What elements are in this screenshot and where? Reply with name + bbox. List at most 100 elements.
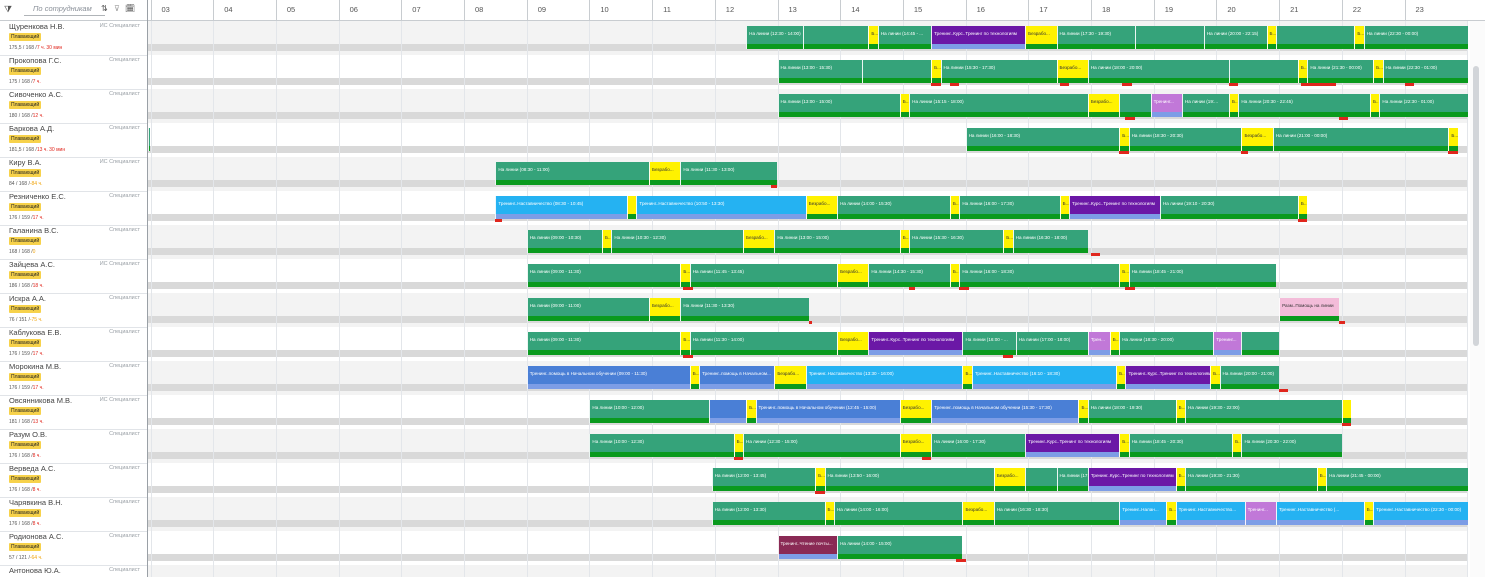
shift-segment-brk[interactable]: Б...: [1119, 128, 1129, 151]
shift-segment-trn[interactable]: Тренинг..Курс..Тренинг по технологиям: [931, 26, 1026, 49]
shift-segment-line[interactable]: На линии (18:30 - 20:00): [1119, 332, 1214, 355]
shift-segment-men[interactable]: Тренинг..Наставничество (...: [1275, 502, 1364, 525]
shift-segment-line[interactable]: На линии (09:00 - 11:00): [526, 298, 649, 321]
shift-segment-brk[interactable]: Б...: [1003, 230, 1013, 253]
shift-segment-brk[interactable]: Б...: [949, 196, 960, 219]
employee-row[interactable]: Щуренкова Н.В. ИС Специалист Плавающий 175,…: [0, 21, 147, 56]
shift-segment-brk[interactable]: Б...: [1232, 434, 1242, 457]
shift-segment-brk[interactable]: Б...: [680, 264, 690, 287]
employee-name[interactable]: Галанина В.С.: [9, 226, 59, 235]
filter-icon[interactable]: ⧩: [4, 4, 13, 14]
shift-segment-brk[interactable]: Б...: [1078, 400, 1088, 423]
shift-segment-brk[interactable]: Безрабо...: [993, 468, 1026, 491]
shift-segment-line[interactable]: На линии (09:00 - 10:30): [526, 230, 602, 253]
shift-segment-brk[interactable]: Б...: [1228, 94, 1239, 117]
shift-segment-brk[interactable]: Б...: [1119, 434, 1129, 457]
shift-segment-line[interactable]: На линии (14:45 - ...: [877, 26, 932, 49]
shift-segment-trn[interactable]: Тренинг..Курс..Тренинг по технологиям: [1125, 366, 1211, 389]
shift-segment-brk[interactable]: Безрабо...: [1241, 128, 1273, 151]
shift-segment-brk[interactable]: Б...: [1175, 468, 1186, 491]
shift-segment-hlp[interactable]: Тренинг..помощь в Начальном обучении (12…: [755, 400, 900, 423]
shift-segment-men[interactable]: Тренинг..Наставничество (22:30 - 00:00): [1373, 502, 1468, 525]
shift-segment-line[interactable]: На линии (16:30 - 18:00): [1012, 230, 1088, 253]
employee-row[interactable]: Галанина В.С. Специалист Плавающий 168 / 16…: [0, 225, 147, 260]
shift-segment-line[interactable]: [1134, 26, 1204, 49]
employee-row[interactable]: Каблукова Е.В. Специалист Плавающий 176 / 1…: [0, 327, 147, 362]
shift-segment-line[interactable]: На линии (20:00 - 22:15): [1203, 26, 1267, 49]
shift-segment-line[interactable]: На линии (13:00 - 15:00): [774, 230, 900, 253]
shift-segment-line[interactable]: На линии (15:30 - 16:30): [909, 230, 1004, 253]
shift-segment-brk[interactable]: Безрабо...: [1025, 26, 1057, 49]
scrollbar-thumb[interactable]: [1473, 66, 1479, 346]
employee-row[interactable]: Зайцева А.С. ИС Специалист Плавающий 186 / …: [0, 259, 147, 294]
shift-segment-line[interactable]: На линии (19:30 - 21:30): [1185, 468, 1317, 491]
shift-segment-line[interactable]: На линии (16:00 - 17:30): [959, 196, 1060, 219]
shift-segment-line[interactable]: На линии (16:00 - 18:30): [959, 264, 1120, 287]
shift-segment-line[interactable]: На линии (20:00 - 21:00): [1219, 366, 1280, 389]
shift-segment-men[interactable]: Тренинг..Наставничество (08:30 - 10:45): [495, 196, 627, 219]
shift-segment-brk[interactable]: Безрабо...: [837, 332, 869, 355]
employee-name[interactable]: Резниченко Е.С.: [9, 192, 66, 201]
shift-segment-line[interactable]: На линии (18:30 - 20:30): [1128, 128, 1242, 151]
employee-name[interactable]: Морокина М.В.: [9, 362, 62, 371]
employee-row[interactable]: Сивоченко А.С. Специалист Плавающий 180 / 1…: [0, 89, 147, 124]
shift-segment-brk[interactable]: Б...: [868, 26, 878, 49]
shift-segment-brk[interactable]: Безрабо...: [899, 400, 932, 423]
employee-name[interactable]: Каблукова Е.В.: [9, 328, 62, 337]
shift-segment-line[interactable]: На линии (16:00 - 17:30): [931, 434, 1026, 457]
shift-segment-pnk[interactable]: Разм..Помощь на линии: [1279, 298, 1339, 321]
shift-segment-line[interactable]: На линии (14:00 - 15:30): [837, 196, 950, 219]
shift-segment-line[interactable]: На линии (19:30 - 22:00): [1185, 400, 1342, 423]
shift-segment-brk[interactable]: [627, 196, 637, 219]
shift-segment-men[interactable]: Тренинг..Налан...: [1119, 502, 1167, 525]
shift-segment-brk[interactable]: Б...: [601, 230, 612, 253]
shift-segment-line[interactable]: На линии (20:30 - 22:45): [1238, 94, 1370, 117]
shift-segment-hlp[interactable]: Тренинг..помощь в Начальном обучении (09…: [526, 366, 690, 389]
shift-segment-brk[interactable]: Б...: [1354, 26, 1364, 49]
shift-segment-brk[interactable]: Безрабо...: [1087, 94, 1120, 117]
shift-segment-trn[interactable]: Тренинг..Курс..Тренинг по технологиям: [1069, 196, 1160, 219]
shift-segment-mar[interactable]: Тренинг..Чтение почты...: [777, 536, 838, 559]
employee-name[interactable]: Чарявкина В.Н.: [9, 498, 63, 507]
shift-segment-brk[interactable]: Б...: [1059, 196, 1070, 219]
employee-row[interactable]: Верведа А.С. Специалист Плавающий 176 / 168…: [0, 463, 147, 498]
shift-segment-line[interactable]: [1119, 94, 1151, 117]
employee-row[interactable]: Баркова А.Д. Специалист Плавающий 181,5 / 1…: [0, 123, 147, 158]
shift-segment-brk[interactable]: Безрабо...: [648, 298, 681, 321]
employee-name[interactable]: Сивоченко А.С.: [9, 90, 63, 99]
shift-segment-line[interactable]: На линии (11:45 - 13:45): [689, 264, 838, 287]
shift-segment-line[interactable]: На линии (10:30 - 12:30): [611, 230, 743, 253]
shift-segment-line[interactable]: На линии (22:30 - 01:00): [1379, 94, 1468, 117]
shift-segment-brk[interactable]: Б...: [1363, 502, 1374, 525]
employee-row[interactable]: Искра А.А. Специалист Плавающий 76 / 151 /-…: [0, 293, 147, 328]
employee-name[interactable]: Киру В.А.: [9, 158, 42, 167]
shift-segment-line[interactable]: На линии (17:30 - 19:30): [1056, 26, 1135, 49]
shift-segment-line[interactable]: На линии (08:30 - 11:00): [495, 162, 649, 185]
shift-segment-line[interactable]: На линии (14:00 - 16:00): [833, 502, 963, 525]
shift-segment-lav[interactable]: Тренинг...: [1150, 94, 1182, 117]
shift-segment-brk[interactable]: Б...: [1370, 94, 1380, 117]
shift-segment-brk[interactable]: Безрабо...: [837, 264, 869, 287]
employee-row[interactable]: Овсянникова М.В. ИС Специалист Плавающий 18…: [0, 395, 147, 430]
employee-name[interactable]: Баркова А.Д.: [9, 124, 55, 133]
employee-row[interactable]: Разум О.В. Специалист Плавающий 176 / 168 /…: [0, 429, 147, 464]
shift-segment-brk[interactable]: Б...: [1297, 196, 1308, 219]
shift-segment-line[interactable]: На линии (10:00 - 12:30): [589, 434, 734, 457]
shift-segment-line[interactable]: На линии (12:00 - 13:30): [711, 502, 825, 525]
shift-segment-men[interactable]: Тренинг..Наставничество...: [1175, 502, 1245, 525]
shift-segment-line[interactable]: [1025, 468, 1057, 491]
shift-segment-line[interactable]: На линии (16:30 - 18:30): [993, 502, 1120, 525]
shift-segment-brk[interactable]: Б...: [680, 332, 690, 355]
shift-segment-line[interactable]: На линии (12:00 - 13:45): [711, 468, 816, 491]
employee-name[interactable]: Щуренкова Н.В.: [9, 22, 65, 31]
shift-segment-line[interactable]: На линии (18:00 - 20:00): [1087, 60, 1229, 83]
shift-segment-brk[interactable]: Б...: [746, 400, 756, 423]
shift-segment-brk[interactable]: Б...: [733, 434, 743, 457]
employee-row[interactable]: Прокопова Г.С. Специалист Плавающий 175 / 1…: [0, 55, 147, 90]
employee-row[interactable]: Морокина М.В. Специалист Плавающий 176 / 15…: [0, 361, 147, 396]
shift-segment-brk[interactable]: Б...: [1297, 60, 1308, 83]
shift-segment-brk[interactable]: Б...: [899, 230, 910, 253]
employee-name[interactable]: Разум О.В.: [9, 430, 48, 439]
shift-segment-brk[interactable]: Безрабо...: [1056, 60, 1088, 83]
shift-segment-line[interactable]: На линии (16:00 - ...: [962, 332, 1016, 355]
